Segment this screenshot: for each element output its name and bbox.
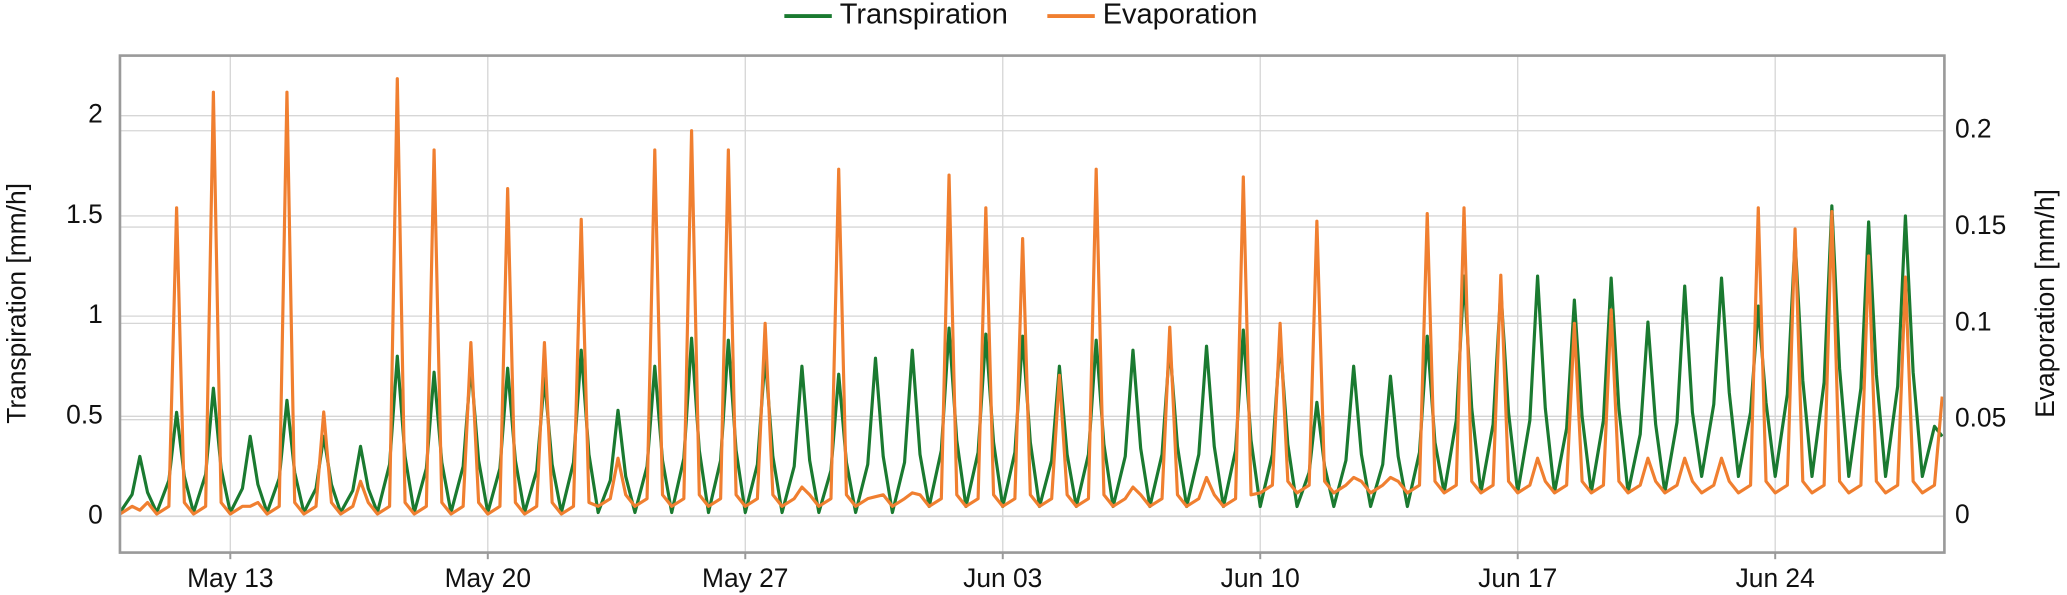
legend: Transpiration Evaporation xyxy=(784,0,1257,31)
y2-axis-title: Evaporation [mm/h] xyxy=(2030,189,2060,418)
y-tick-label: 1 xyxy=(88,299,103,329)
y-tick-label: 0 xyxy=(88,499,103,529)
plot-area xyxy=(119,77,1944,516)
series-line xyxy=(119,77,1944,516)
y2-tick-label: 0.15 xyxy=(1955,210,2006,240)
x-tick-label: Jun 10 xyxy=(1221,563,1300,593)
x-tick-label: May 13 xyxy=(187,563,273,593)
y-tick-label: 1.5 xyxy=(66,199,103,229)
y-tick-label: 2 xyxy=(88,99,103,129)
x-tick-label: May 20 xyxy=(445,563,531,593)
plot-frame xyxy=(118,54,1946,554)
y2-tick-label: 0.05 xyxy=(1955,403,2006,433)
y-axis-title: Transpiration [mm/h] xyxy=(1,183,31,424)
x-tick-label: Jun 03 xyxy=(963,563,1042,593)
y2-tick-label: 0.2 xyxy=(1955,114,1992,144)
y2-tick-label: 0 xyxy=(1955,499,1970,529)
y-tick-label: 0.5 xyxy=(66,399,103,429)
x-tick-label: May 27 xyxy=(702,563,788,593)
x-tick-label: Jun 17 xyxy=(1478,563,1557,593)
y2-tick-label: 0.1 xyxy=(1955,306,1992,336)
legend-label: Evaporation xyxy=(1103,0,1258,31)
legend-label: Transpiration xyxy=(840,0,1008,31)
axis-labels: May 13 May 20 May 27 Jun 03 Jun 10 Jun 17 Jun … xyxy=(66,99,2006,594)
x-tick-label: Jun 24 xyxy=(1736,563,1815,593)
